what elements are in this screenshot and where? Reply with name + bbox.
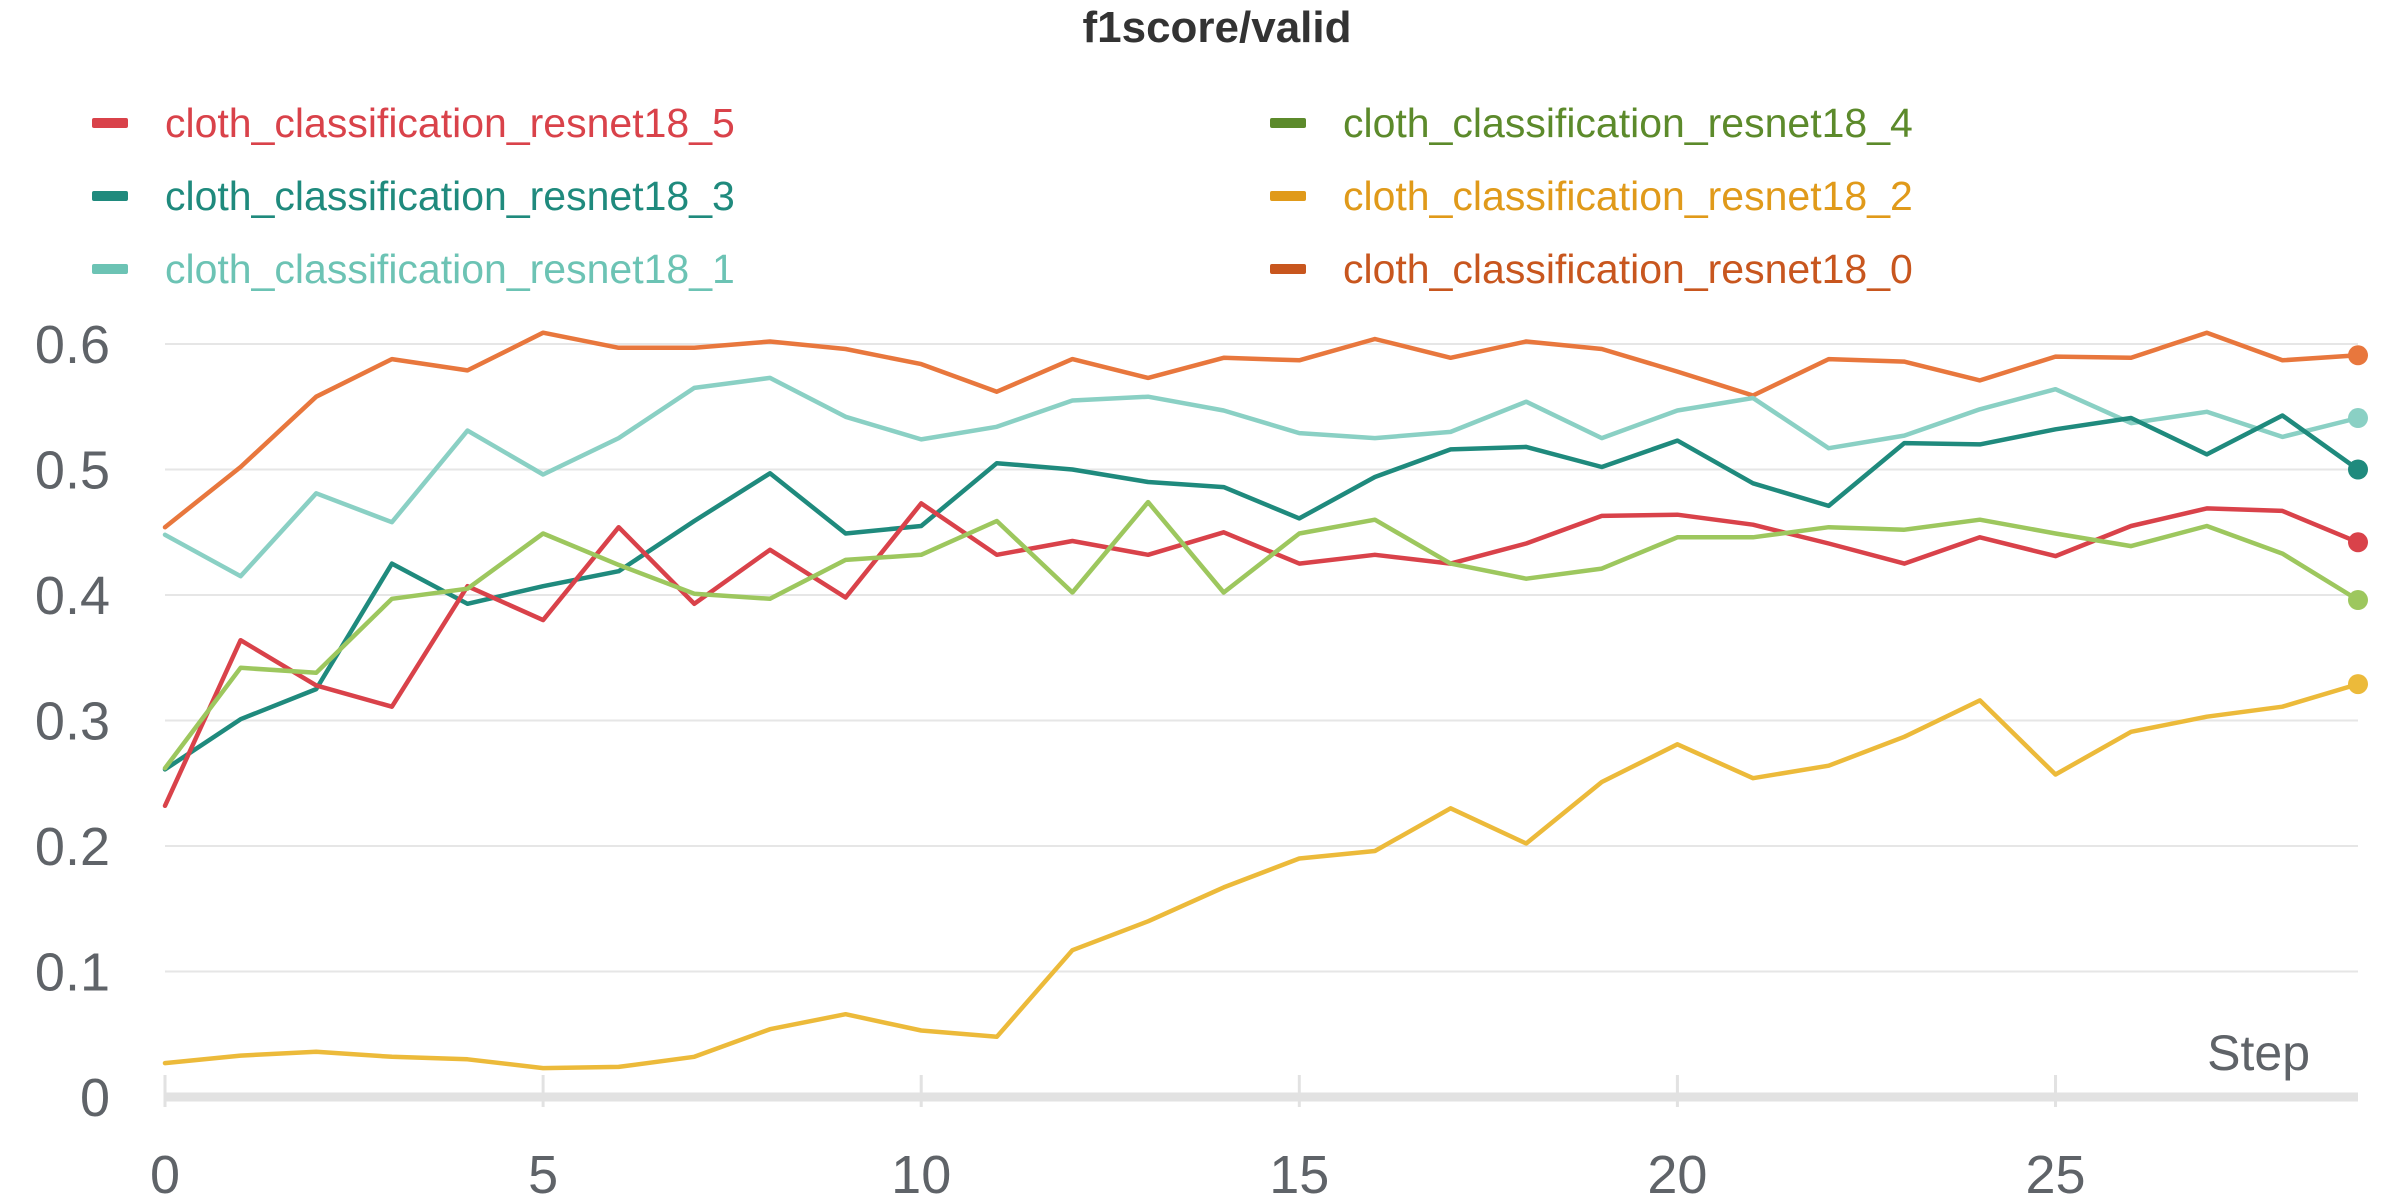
legend-item[interactable]: cloth_classification_resnet18_3 <box>92 173 735 219</box>
legend-item[interactable]: cloth_classification_resnet18_4 <box>1270 100 1913 146</box>
legend-label: cloth_classification_resnet18_5 <box>165 100 735 146</box>
x-tick-label: 25 <box>2025 1145 2085 1200</box>
legend-swatch <box>92 191 128 201</box>
x-tick-label: 15 <box>1269 1145 1329 1200</box>
y-tick-label: 0.5 <box>35 441 110 501</box>
legend-item[interactable]: cloth_classification_resnet18_5 <box>92 100 735 146</box>
plot-area <box>162 330 2368 1071</box>
y-tick-label: 0.6 <box>35 315 110 375</box>
x-tick-label: 5 <box>528 1145 558 1200</box>
legend-swatch <box>92 264 128 274</box>
y-tick-label: 0.2 <box>35 817 110 877</box>
legend-label: cloth_classification_resnet18_2 <box>1343 173 1913 219</box>
y-tick-label: 0.4 <box>35 566 110 626</box>
legend-label: cloth_classification_resnet18_1 <box>165 246 735 292</box>
series-end-point <box>2348 674 2368 695</box>
grid <box>165 343 2358 973</box>
legend-label: cloth_classification_resnet18_0 <box>1343 246 1913 292</box>
series-end-point <box>2348 590 2368 611</box>
legend-label: cloth_classification_resnet18_4 <box>1343 100 1913 146</box>
legend-item[interactable]: cloth_classification_resnet18_1 <box>92 246 735 292</box>
chart-title: f1score/valid <box>1082 3 1351 52</box>
y-tick-label: 0.1 <box>35 943 110 1003</box>
legend: cloth_classification_resnet18_5 cloth_cla… <box>92 100 1913 292</box>
series-line <box>162 330 2361 530</box>
x-tick-label: 10 <box>891 1145 951 1200</box>
x-axis: 0 5 10 15 20 25 <box>150 1075 2358 1200</box>
series-end-point <box>2348 408 2368 429</box>
series-end-point <box>2348 532 2368 553</box>
y-axis: 0 0.1 0.2 0.3 0.4 0.5 0.6 <box>35 315 110 1128</box>
series-line <box>162 375 2361 579</box>
series-line <box>162 501 2361 809</box>
series-end-point <box>2348 459 2368 480</box>
series-line <box>162 681 2361 1071</box>
legend-swatch <box>1270 118 1306 128</box>
legend-item[interactable]: cloth_classification_resnet18_2 <box>1270 173 1913 219</box>
series-end-point <box>2348 345 2368 366</box>
legend-swatch <box>1270 264 1306 274</box>
legend-label: cloth_classification_resnet18_3 <box>165 173 735 219</box>
x-axis-title: Step <box>2207 1025 2310 1081</box>
series-line <box>162 413 2361 772</box>
series-line <box>162 499 2361 771</box>
legend-swatch <box>1270 191 1306 201</box>
legend-swatch <box>92 118 128 128</box>
y-tick-label: 0 <box>80 1068 110 1128</box>
x-tick-label: 20 <box>1647 1145 1707 1200</box>
x-tick-label: 0 <box>150 1145 180 1200</box>
y-tick-label: 0.3 <box>35 692 110 752</box>
legend-item[interactable]: cloth_classification_resnet18_0 <box>1270 246 1913 292</box>
